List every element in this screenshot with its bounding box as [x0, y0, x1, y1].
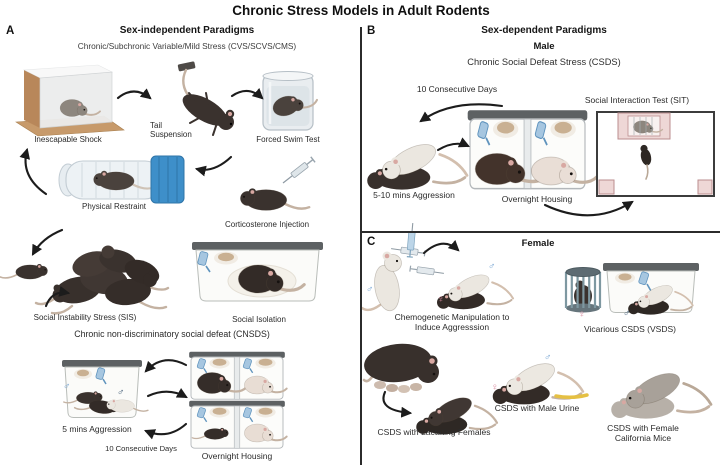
label-tail-suspension: Tail Suspension — [150, 121, 192, 140]
flow-arrows — [19, 88, 634, 440]
vicarious-trap-illustration — [564, 267, 602, 313]
urine-streak — [554, 393, 589, 400]
panel-b-heading: Sex-dependent Paradigms — [481, 25, 607, 36]
label-corticosterone: Corticosterone Injection — [224, 220, 310, 229]
cnsds-housing-cage-bottom — [188, 400, 288, 449]
label-a-consecutive-days: 10 Consecutive Days — [105, 444, 177, 453]
male-symbol-vicarious: ♂ — [623, 308, 631, 319]
label-social-instability: Social Instability Stress (SIS) — [33, 313, 137, 322]
arrow-b-aggression-to-housing — [436, 137, 470, 152]
arrow-to-restraint — [194, 155, 233, 177]
corticosterone-illustration — [239, 156, 316, 212]
csds-housing-cage — [466, 109, 599, 190]
male-symbol-a-cage-1: ♂ — [63, 381, 71, 392]
panel-b-paradigm: Chronic Social Defeat Stress (CSDS) — [467, 57, 621, 67]
label-b-sit: Social Interaction Test (SIT) — [584, 95, 690, 105]
vicarious-cage-illustration — [603, 263, 699, 316]
label-forced-swim: Forced Swim Test — [256, 135, 320, 144]
panel-a-heading: Sex-independent Paradigms — [119, 25, 255, 36]
lactating-females-illustration — [362, 343, 499, 436]
female-symbol-vicarious: ♀ — [578, 309, 586, 320]
label-c-male-urine: CSDS with Male Urine — [494, 403, 580, 413]
social-instability-illustration — [0, 245, 170, 315]
arrow-into-pile — [44, 286, 71, 308]
label-c-chemogenetic: Chemogenetic Manipulation to Induce Aggr… — [394, 312, 510, 333]
cnsds-housing-cage-top — [188, 351, 288, 400]
arrow-to-sis — [31, 228, 64, 256]
label-a-overnight-housing: Overnight Housing — [201, 451, 273, 461]
arrow-tail-to-swim — [230, 88, 264, 100]
physical-restraint-illustration — [58, 155, 185, 204]
arrow-housing-to-days — [143, 422, 188, 440]
panel-c-letter: C — [367, 236, 376, 248]
cnsds-aggression-cage — [62, 360, 149, 418]
female-symbol-urine: ♀ — [491, 382, 499, 393]
label-c-lactating: CSDS with Lactating Females — [377, 427, 491, 437]
label-inescapable-shock: Inescapable Shock — [34, 135, 102, 144]
label-physical-restraint: Physical Restraint — [81, 202, 147, 211]
inescapable-shock-illustration — [15, 64, 125, 137]
panel-a-letter: A — [6, 25, 15, 37]
heading-cnsds: Chronic non-discriminatory social defeat… — [74, 329, 270, 339]
arrow-shock-to-tail — [116, 88, 152, 100]
label-c-vicarious: Vicarious CSDS (VSDS) — [584, 324, 676, 334]
chemogenetic-illustration — [360, 222, 515, 312]
arrow-aggression-to-housing — [146, 387, 188, 399]
sit-arena-illustration — [596, 111, 715, 197]
figure-title: Chronic Stress Models in Adult Rodents — [232, 3, 490, 18]
label-b-consecutive-days: 10 Consecutive Days — [416, 84, 498, 94]
label-b-overnight-housing: Overnight Housing — [501, 194, 573, 204]
label-a-aggression: 5 mins Aggression — [62, 424, 132, 434]
arrow-c-lactating — [382, 390, 413, 418]
csds-aggression-illustration — [365, 136, 469, 191]
label-c-california: CSDS with Female California Mice — [607, 423, 679, 444]
label-social-isolation: Social Isolation — [232, 315, 286, 324]
male-symbol-a-cage-2: ♂ — [117, 387, 125, 398]
california-mice-illustration — [609, 365, 713, 420]
arrow-housing-to-aggression — [144, 359, 188, 373]
social-isolation-illustration — [192, 242, 323, 302]
syringes-icon — [391, 222, 444, 276]
tail-suspension-illustration — [177, 61, 235, 136]
panel-b-letter: B — [367, 25, 376, 37]
arrow-c-chemogenetic — [422, 240, 460, 255]
female-symbol-chemogenetic: ♀ — [437, 294, 445, 305]
male-symbol-chemogenetic-2: ♂ — [488, 261, 496, 272]
male-urine-illustration — [491, 356, 589, 406]
panel-c-sex: Female — [521, 238, 555, 249]
male-symbol-chemogenetic-1: ♂ — [366, 284, 374, 295]
panel-divider-horizontal — [362, 231, 720, 233]
panel-b-sex: Male — [533, 41, 555, 52]
arrow-b-housing-to-sit — [543, 200, 634, 217]
panel-a-subheading: Chronic/Subchronic Variable/Mild Stress … — [77, 41, 297, 51]
label-b-aggression: 5-10 mins Aggression — [373, 190, 455, 200]
forced-swim-illustration — [262, 71, 320, 131]
male-symbol-urine: ♂ — [544, 352, 552, 363]
arrow-b-consecutive-days — [419, 103, 504, 123]
arrow-restraint-to-shock — [19, 147, 48, 196]
syringe-icon — [282, 156, 316, 184]
panel-divider-vertical — [360, 27, 362, 465]
